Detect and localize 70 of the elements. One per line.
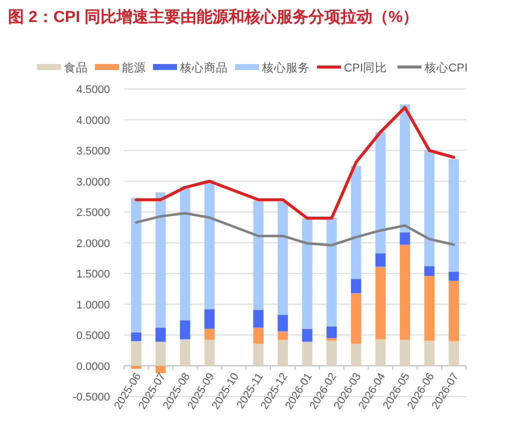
bar <box>350 344 362 366</box>
bar <box>350 166 362 280</box>
bar <box>400 340 410 366</box>
bar <box>326 218 337 326</box>
y-tick-label: 3.0000 <box>76 176 110 188</box>
bar <box>302 342 312 366</box>
line-series <box>134 106 456 220</box>
bar <box>302 328 312 342</box>
y-tick-label: 1.5000 <box>76 268 110 280</box>
bar <box>278 331 288 340</box>
bar <box>448 341 459 366</box>
bar <box>278 314 288 332</box>
bar <box>156 342 166 366</box>
bar <box>253 328 264 344</box>
bar <box>156 192 166 328</box>
bar <box>253 344 264 366</box>
bar <box>400 232 410 245</box>
bar <box>424 340 434 366</box>
y-tick-label: -0.5000 <box>72 392 110 404</box>
y-tick-label: 2.5000 <box>76 207 110 219</box>
bar <box>350 279 362 294</box>
bar <box>400 104 410 232</box>
y-tick-label: 1.0000 <box>76 299 110 312</box>
bar <box>131 366 142 369</box>
bar <box>375 266 386 340</box>
bar <box>448 280 459 342</box>
legend-label: 核心商品 <box>179 60 228 74</box>
bar <box>424 150 434 266</box>
bar <box>253 310 264 328</box>
legend-label: 能源 <box>122 62 146 74</box>
legend-label: 核心CPI <box>424 60 468 74</box>
legend-label: CPI同比 <box>344 62 388 74</box>
y-tick-label: 4.0000 <box>76 114 110 127</box>
chart-title: 图 2：CPI 同比增速主要由能源和核心服务分项拉动（%） <box>8 7 419 26</box>
bar <box>131 198 142 333</box>
bar <box>131 332 142 342</box>
bar <box>204 309 215 329</box>
bar <box>375 132 386 254</box>
bar <box>424 276 434 341</box>
bar <box>375 253 386 267</box>
bar <box>448 159 459 272</box>
bar <box>204 180 215 310</box>
bar <box>302 218 312 329</box>
bar <box>448 272 459 281</box>
bar <box>326 338 337 341</box>
bar <box>156 366 166 374</box>
legend-label: 核心服务 <box>261 60 310 74</box>
y-tick-label: 3.5000 <box>76 146 110 158</box>
bar <box>180 320 190 340</box>
bar <box>204 340 215 366</box>
y-tick-label: 2.0000 <box>76 238 110 250</box>
bar <box>278 340 288 366</box>
bar <box>156 328 166 342</box>
y-tick-label: 4.5000 <box>76 84 110 96</box>
bar <box>180 339 190 366</box>
bar <box>400 244 410 340</box>
bar <box>350 293 362 344</box>
y-tick-label: 0.5000 <box>76 330 110 342</box>
bar <box>204 328 215 340</box>
legend-label: 食品 <box>64 62 88 74</box>
line-series <box>134 212 456 246</box>
bar <box>180 186 190 320</box>
bar <box>375 339 386 366</box>
y-tick-label: 0.0000 <box>76 360 110 373</box>
bar <box>253 200 264 310</box>
bar <box>326 326 337 338</box>
bar <box>326 340 337 366</box>
bar <box>131 341 142 366</box>
bar <box>278 202 288 315</box>
bar <box>424 266 434 276</box>
